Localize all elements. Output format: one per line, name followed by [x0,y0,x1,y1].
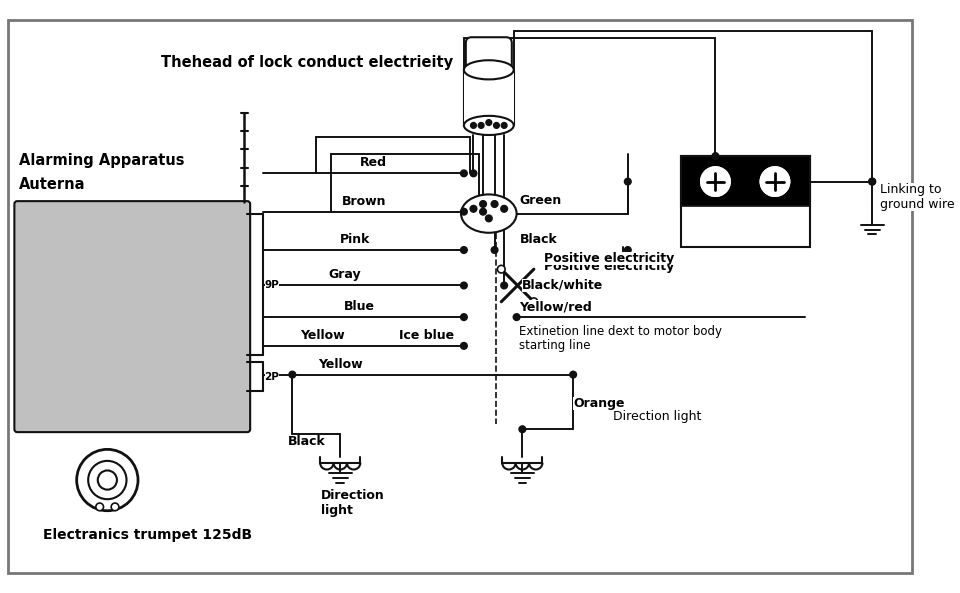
Circle shape [480,208,487,215]
Circle shape [501,205,508,212]
Circle shape [480,200,487,208]
Text: Yellow/red: Yellow/red [519,300,592,313]
Circle shape [493,123,499,128]
Circle shape [77,449,138,511]
Bar [681,156,810,206]
Circle shape [111,503,119,511]
Text: Alarming Apparatus: Alarming Apparatus [19,154,184,168]
Text: Electranics trumpet 125dB: Electranics trumpet 125dB [43,528,252,541]
Text: Direction light: Direction light [613,410,702,423]
Text: Yellow: Yellow [318,358,363,371]
Circle shape [492,247,498,253]
Circle shape [461,247,468,253]
Text: Black: Black [519,233,557,246]
Circle shape [486,215,492,222]
Text: Linking to
ground wire: Linking to ground wire [880,183,954,211]
Circle shape [570,371,577,378]
Text: Positive electricity: Positive electricity [544,252,675,265]
Circle shape [478,123,484,128]
Bar [681,206,810,247]
Circle shape [624,178,631,185]
Circle shape [486,120,492,125]
Circle shape [519,426,526,433]
Circle shape [461,343,468,349]
Text: Pink: Pink [340,233,370,246]
Circle shape [492,200,498,208]
Circle shape [514,314,520,320]
Circle shape [501,123,507,128]
Circle shape [461,282,468,289]
Circle shape [289,371,296,378]
Circle shape [98,470,117,490]
FancyBboxPatch shape [466,37,512,70]
Text: Auterna: Auterna [19,177,85,192]
Text: Thehead of lock conduct electrieity: Thehead of lock conduct electrieity [161,55,453,69]
Circle shape [470,170,477,177]
Text: Extinetion line dext to motor body: Extinetion line dext to motor body [519,325,723,338]
Circle shape [869,178,876,185]
Text: 2P: 2P [265,372,279,381]
Text: Blue: Blue [344,300,375,313]
Circle shape [501,282,508,289]
Text: starting line: starting line [519,339,591,352]
Circle shape [96,503,104,511]
Text: Green: Green [519,194,562,207]
Text: Yellow: Yellow [300,329,345,342]
Text: Black: Black [288,435,325,448]
Ellipse shape [461,195,516,233]
Circle shape [624,247,631,253]
Text: Black/white: Black/white [522,279,604,292]
Ellipse shape [464,60,514,79]
Text: Ice blue: Ice blue [399,329,454,342]
Circle shape [869,178,876,185]
Circle shape [470,205,477,212]
Circle shape [88,461,127,499]
Circle shape [712,153,719,160]
Circle shape [530,298,538,305]
Text: Red: Red [360,157,387,169]
Bar [681,156,810,247]
Text: Gray: Gray [328,269,361,282]
Bar [464,70,514,125]
Circle shape [701,167,730,196]
Text: 9P: 9P [265,279,279,289]
Circle shape [470,123,476,128]
FancyBboxPatch shape [14,201,251,432]
Circle shape [461,208,468,215]
Ellipse shape [464,116,514,135]
Text: Positive electricity: Positive electricity [544,260,675,273]
Text: Direction
light: Direction light [321,489,385,517]
Circle shape [461,170,468,177]
Text: Orange: Orange [573,397,625,410]
Circle shape [497,265,505,273]
Circle shape [461,314,468,320]
Text: Brown: Brown [342,195,387,208]
Circle shape [760,167,789,196]
